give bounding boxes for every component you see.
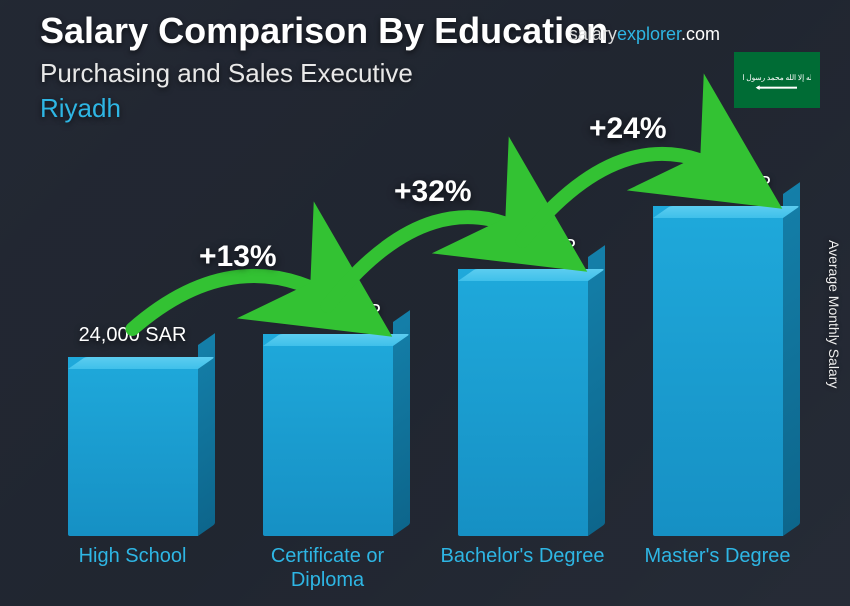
- brand-mid: explorer: [617, 24, 681, 44]
- bar-value: 27,100 SAR: [274, 301, 382, 324]
- city: Riyadh: [40, 93, 810, 124]
- increase-pct: +32%: [394, 175, 472, 209]
- bar-3: 44,200 SAR: [635, 173, 800, 536]
- bar-value: 24,000 SAR: [79, 324, 187, 347]
- svg-text:لا إله إلا الله محمد رسول الله: لا إله إلا الله محمد رسول الله: [743, 73, 811, 82]
- bar-chart: 24,000 SAR 27,100 SAR 35,700 SAR 44,200 …: [50, 176, 800, 536]
- brand-suffix: .com: [681, 24, 720, 44]
- bar-0: 24,000 SAR: [50, 324, 215, 536]
- x-axis-labels: High School Certificate or Diploma Bachelo…: [50, 544, 800, 598]
- y-axis-label: Average Monthly Salary: [826, 240, 842, 388]
- increase-pct: +13%: [199, 240, 277, 274]
- bar-1: 27,100 SAR: [245, 301, 410, 536]
- flag-saudi-arabia: لا إله إلا الله محمد رسول الله: [734, 52, 820, 108]
- bar-value: 35,700 SAR: [469, 236, 577, 259]
- subtitle: Purchasing and Sales Executive: [40, 58, 810, 89]
- bar-label: Certificate or Diploma: [245, 544, 410, 598]
- bar-label: Bachelor's Degree: [440, 544, 605, 598]
- increase-pct: +24%: [589, 112, 667, 146]
- bar-value: 44,200 SAR: [664, 173, 772, 196]
- bar-label: Master's Degree: [635, 544, 800, 598]
- bar-2: 35,700 SAR: [440, 236, 605, 536]
- bar-label: High School: [50, 544, 215, 598]
- brand-prefix: salary: [569, 24, 617, 44]
- brand-logo: salaryexplorer.com: [569, 24, 720, 45]
